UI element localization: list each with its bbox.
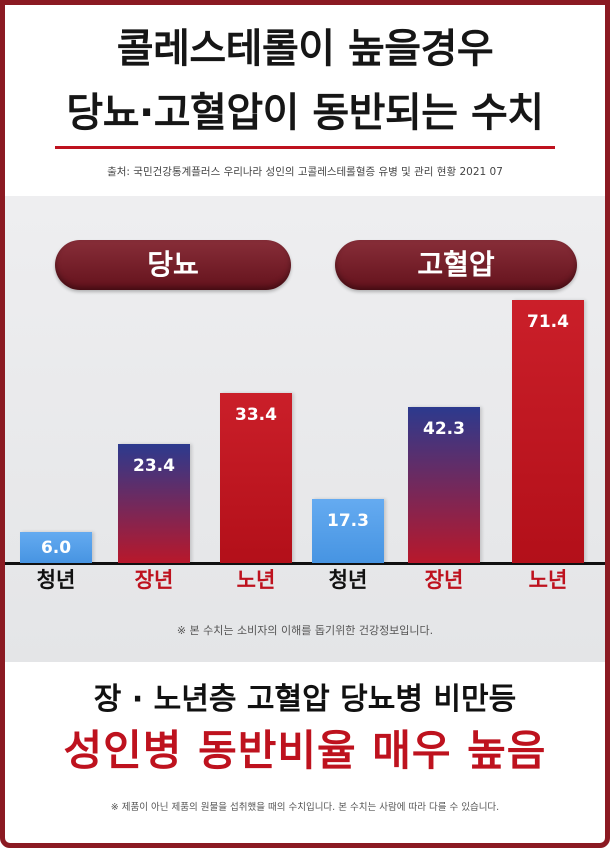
bar-diabetes-middle-age: 23.4 [118, 443, 190, 563]
category-label-youth: 청년 [328, 568, 368, 592]
bar-value-label: 17.3 [327, 511, 369, 532]
bar-diabetes-youth: 6.0 [20, 532, 92, 563]
source-citation: 출처: 국민건강통계플러스 우리나라 성인의 고콜레스테롤혈증 유병 및 관리 … [107, 166, 503, 178]
bar-value-label: 23.4 [133, 455, 175, 476]
footer-disclaimer: ※ 제품이 아닌 제품의 원물을 섭취했을 때의 수치입니다. 본 수치는 사람… [110, 802, 500, 813]
page-title-line-2: 당뇨·고혈압이 동반되는 수치 [66, 90, 544, 136]
bar-value-label: 33.4 [235, 405, 277, 425]
title-underline [55, 146, 555, 149]
chart-baseline [5, 562, 605, 565]
chart-note: ※ 본 수치는 소비자의 이해를 돕기위한 건강정보입니다. [176, 624, 434, 637]
category-label-youth: 청년 [36, 568, 76, 592]
bar-diabetes-senior: 33.4 [220, 393, 292, 563]
bar-value-label: 6.0 [40, 537, 72, 558]
page-title-line-1: 콜레스테롤이 높을경우 [116, 26, 494, 72]
category-label-senior: 노년 [528, 568, 568, 592]
summary-line-1: 장 · 노년층 고혈압 당뇨병 비만등 [93, 682, 517, 717]
bar-hypertension-senior: 71.4 [512, 300, 584, 563]
bar-chart: 당뇨 고혈압 ※ 본 수치는 소비자의 이해를 돕기위한 건강정보입니다. 6.… [5, 196, 605, 662]
bar-hypertension-youth: 17.3 [312, 499, 384, 563]
category-label-middle-age: 장년 [134, 568, 174, 592]
category-label-middle-age: 장년 [424, 568, 464, 592]
bar-value-label: 71.4 [527, 312, 569, 332]
bar-hypertension-middle-age: 42.3 [408, 407, 480, 563]
group-label-hypertension: 고혈압 [335, 240, 577, 290]
summary-line-2: 성인병 동반비율 매우 높음 [63, 726, 547, 775]
category-label-senior: 노년 [236, 568, 276, 592]
group-label-diabetes: 당뇨 [55, 240, 291, 290]
bar-value-label: 42.3 [423, 419, 465, 440]
